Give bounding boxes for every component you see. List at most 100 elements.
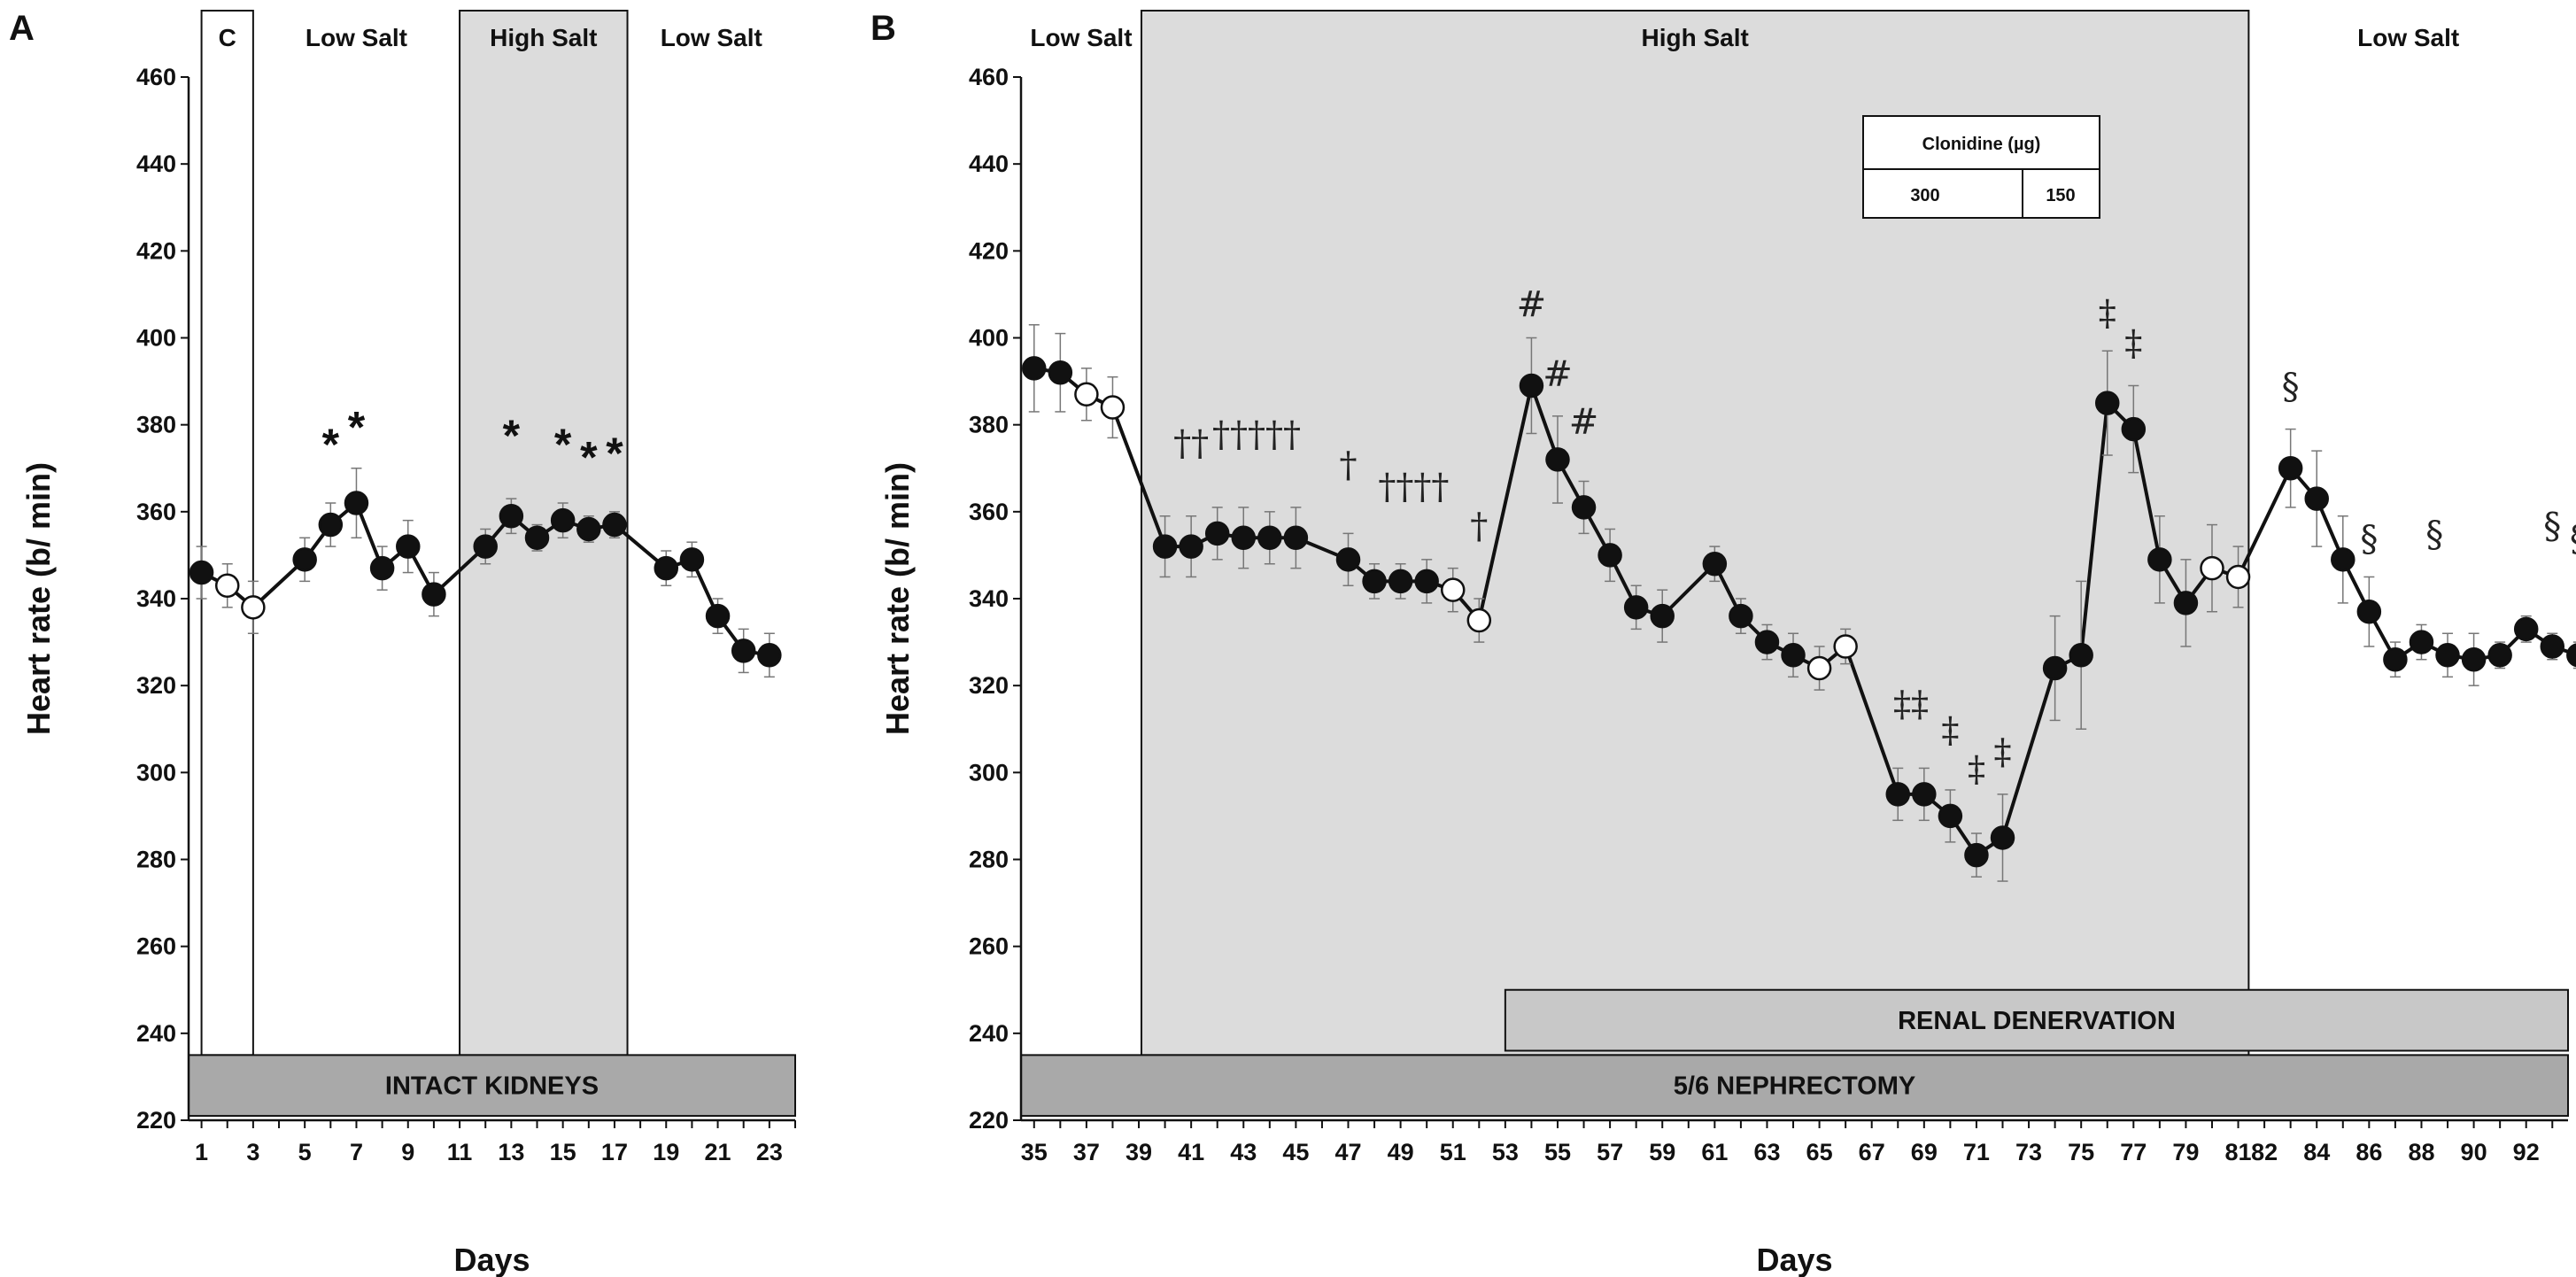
x-tick-label: 53 [1492, 1139, 1519, 1165]
significance-dagger: †††† [1378, 467, 1449, 507]
y-tick-label: 240 [969, 1020, 1009, 1047]
x-tick-label: 77 [2120, 1139, 2147, 1165]
x-tick-label: 57 [1597, 1139, 1623, 1165]
data-point [654, 555, 679, 581]
data-point [473, 534, 498, 559]
y-tick-label: 360 [969, 499, 1009, 525]
legend-cell: 300 [1910, 186, 1939, 205]
data-point [1048, 360, 1073, 385]
x-tick-label: 23 [756, 1139, 783, 1165]
data-point-open [2200, 555, 2224, 581]
significance-dagger: † [1470, 506, 1488, 546]
x-tick-label: 79 [2172, 1139, 2199, 1165]
significance-section: § [2425, 515, 2443, 555]
y-tick-label: 460 [969, 64, 1009, 90]
data-point [292, 547, 317, 572]
data-point [2383, 646, 2408, 672]
data-point-open [1100, 395, 1126, 420]
data-point [1231, 525, 1257, 551]
y-tick-label: 260 [969, 933, 1009, 960]
phase-box-0 [200, 10, 254, 1056]
significance-star: * [606, 429, 623, 478]
x-tick-label: 35 [1021, 1139, 1048, 1165]
data-point [1257, 525, 1282, 551]
significance-ddagger: ‡ [1994, 732, 2012, 773]
x-tick-label: 9 [401, 1139, 414, 1165]
significance-star: * [348, 402, 366, 452]
y-tick-label: 320 [136, 672, 176, 699]
data-point [189, 560, 214, 585]
data-point [2409, 630, 2434, 654]
data-point [1729, 603, 1753, 629]
data-point [1204, 521, 1230, 546]
significance-hash: # [1517, 284, 1547, 325]
significance-dagger: ††††† [1212, 414, 1301, 455]
panel-a: C Low Salt High Salt Low Salt INTACT KIDNEYS… [9, 9, 796, 1277]
data-point [1283, 525, 1309, 551]
significance-ddagger: ‡ [1968, 749, 1985, 790]
x-tick-label: 19 [653, 1139, 679, 1165]
significance-section: § [2570, 519, 2576, 560]
data-point [2069, 643, 2093, 668]
phase-label-0: C [219, 24, 236, 51]
significance-dagger: † [1340, 445, 1358, 486]
significance-star: * [580, 433, 598, 483]
x-axis-title: Days [453, 1242, 530, 1277]
data-point [2042, 655, 2068, 681]
data-point [602, 512, 627, 538]
data-point [396, 534, 421, 559]
data-point [2513, 616, 2539, 642]
x-tick-label: 86 [2356, 1139, 2382, 1165]
data-point [2094, 391, 2120, 415]
data-point [1702, 551, 1728, 577]
data-point [422, 582, 446, 607]
x-tick-label: 61 [1701, 1139, 1728, 1165]
x-tick-label: 69 [1911, 1139, 1938, 1165]
data-point [1781, 643, 1806, 668]
data-point [369, 555, 395, 581]
treatment-bar-0 [1504, 988, 2569, 1052]
significance-ddagger: ‡ [2124, 323, 2142, 364]
phase-label-1: Low Salt [306, 24, 407, 51]
data-point [1519, 373, 1544, 399]
x-tick-label: 90 [2461, 1139, 2487, 1165]
data-point [1623, 595, 1649, 620]
data-point [1545, 447, 1570, 472]
y-tick-label: 380 [969, 412, 1009, 438]
y-tick-label: 400 [969, 325, 1009, 352]
data-point [1571, 495, 1597, 520]
significance-dagger: †† [1173, 423, 1209, 464]
data-point [1650, 603, 1675, 629]
x-tick-label: 45 [1282, 1139, 1309, 1165]
data-point [2566, 643, 2576, 668]
phase-label-2: Low Salt [2357, 24, 2459, 51]
y-tick-label: 220 [969, 1107, 1009, 1134]
data-point [2356, 599, 2382, 624]
x-tick-label: 82 [2251, 1139, 2278, 1165]
significance-section: § [2282, 367, 2300, 407]
data-point [2278, 456, 2303, 481]
x-tick-label: 1 [195, 1139, 208, 1165]
x-tick-label: 59 [1649, 1139, 1675, 1165]
treatment-bar-label-0: INTACT KIDNEYS [385, 1072, 599, 1101]
x-tick-label: 55 [1544, 1139, 1571, 1165]
data-point [1912, 782, 1937, 807]
data-point [731, 638, 756, 663]
y-tick-label: 240 [136, 1020, 176, 1047]
phase-label-0: Low Salt [1030, 24, 1132, 51]
data-point [1179, 534, 1203, 559]
treatment-bar-0 [188, 1054, 796, 1118]
significance-section: § [2543, 506, 2561, 546]
legend-title: Clonidine (µg) [1922, 135, 2041, 154]
y-tick-label: 300 [969, 759, 1009, 786]
significance-star: * [322, 420, 340, 469]
data-point-open [214, 573, 240, 599]
y-axis-title: Heart rate (b/ min) [20, 462, 57, 735]
y-tick-label: 440 [969, 151, 1009, 177]
y-tick-label: 420 [136, 237, 176, 264]
x-tick-label: 47 [1334, 1139, 1361, 1165]
phase-label-2: High Salt [490, 24, 597, 51]
x-tick-label: 39 [1126, 1139, 1152, 1165]
x-tick-label: 49 [1388, 1139, 1414, 1165]
